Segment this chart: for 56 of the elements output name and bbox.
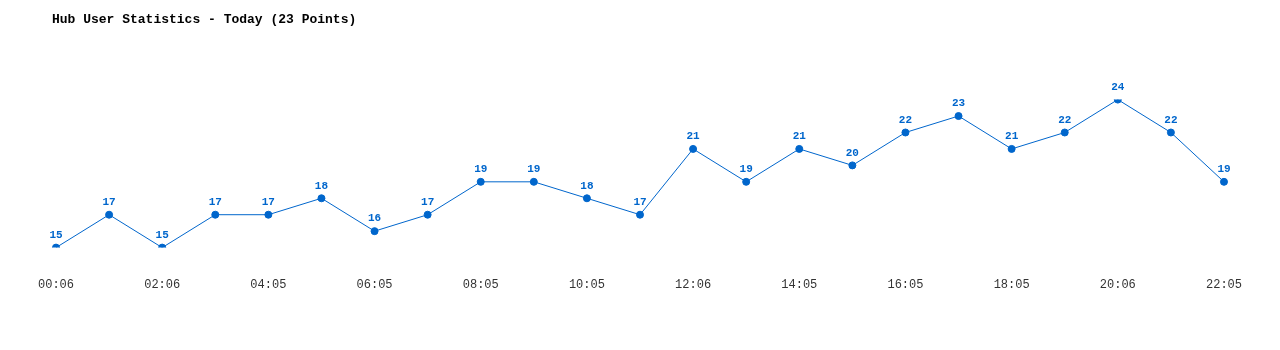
data-label: 18 [580, 179, 594, 192]
x-tick-label: 18:05 [993, 277, 1030, 292]
data-label: 23 [951, 97, 966, 110]
data-label: 22 [1058, 113, 1072, 126]
data-label: 21 [1005, 130, 1019, 143]
point [105, 210, 114, 219]
point [901, 128, 910, 137]
data-label: 21 [792, 130, 807, 143]
point [742, 177, 751, 186]
data-label: 17 [261, 195, 275, 208]
x-tick-label: 04:05 [250, 277, 287, 292]
point [1060, 128, 1069, 137]
data-label: 15 [49, 228, 63, 241]
data-label: 22 [898, 113, 913, 126]
data-label: 21 [686, 130, 701, 143]
point [529, 177, 538, 186]
point [370, 227, 379, 236]
x-tick-label: 16:05 [887, 277, 924, 292]
data-label: 19 [1217, 163, 1231, 176]
point [689, 144, 698, 153]
point [317, 194, 326, 203]
data-label: 15 [155, 228, 170, 241]
point [264, 210, 273, 219]
point [1007, 144, 1016, 153]
data-label: 19 [739, 163, 753, 176]
data-label: 19 [527, 163, 541, 176]
x-tick-label: 20:06 [1099, 277, 1136, 292]
x-tick-label: 06:05 [356, 277, 393, 292]
data-label: 19 [474, 163, 488, 176]
point [954, 112, 963, 121]
point [1166, 128, 1175, 137]
x-tick-label: 02:06 [144, 277, 181, 292]
point [211, 210, 220, 219]
data-label: 16 [367, 212, 382, 225]
data-label: 17 [421, 195, 435, 208]
x-tick-label: 00:06 [38, 277, 75, 292]
x-tick-label: 12:06 [675, 277, 712, 292]
x-tick-label: 08:05 [462, 277, 499, 292]
data-label: 22 [1164, 113, 1178, 126]
x-tick-label: 10:05 [568, 277, 605, 292]
point [1220, 177, 1228, 186]
point [636, 210, 644, 219]
x-tick-label: 22:05 [1205, 277, 1242, 292]
data-label: 20 [845, 146, 859, 159]
chart-title: Hub User Statistics - Today (23 Points) [52, 12, 357, 28]
point [423, 210, 432, 219]
data-label: 24 [1111, 80, 1125, 93]
point [795, 144, 804, 153]
x-tick-label: 14:05 [781, 277, 818, 292]
data-label: 18 [314, 179, 329, 192]
data-label: 17 [633, 195, 647, 208]
data-label: 17 [208, 195, 222, 208]
point [476, 177, 485, 186]
data-label: 17 [102, 195, 116, 208]
point [848, 161, 857, 170]
point [582, 194, 591, 203]
